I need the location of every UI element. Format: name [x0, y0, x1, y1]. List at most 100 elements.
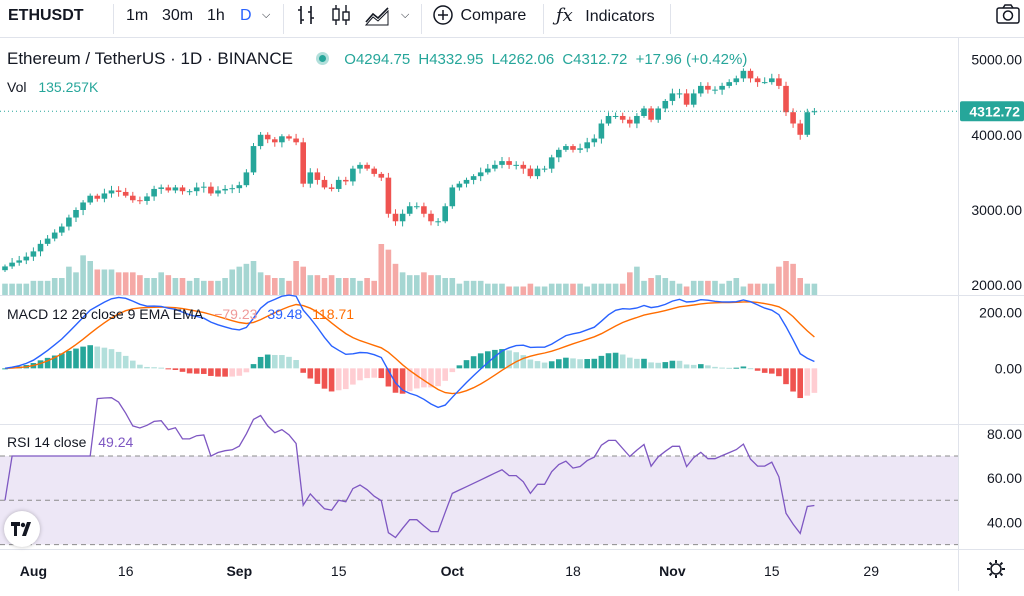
candle-body	[598, 123, 605, 139]
macd-histogram-bar	[314, 368, 321, 384]
symbol-search[interactable]: ETHUSDT	[8, 7, 84, 24]
volume-bar	[193, 278, 200, 295]
macd-histogram-bar	[264, 354, 271, 369]
volume-bar	[506, 286, 512, 295]
volume-bar	[435, 275, 441, 295]
candle-body	[222, 188, 228, 191]
candle-body	[272, 139, 278, 143]
volume-bar	[44, 280, 51, 295]
candle-body	[442, 206, 448, 222]
volume-bar	[2, 283, 8, 295]
macd-histogram-bar	[698, 364, 704, 369]
volume-bar	[9, 283, 15, 295]
macd-histogram-bar	[378, 368, 385, 379]
volume-bar	[563, 283, 569, 295]
volume-bar	[122, 272, 129, 295]
rsi-tick-label: 80.00	[987, 426, 1022, 442]
macd-histogram-bar	[477, 353, 484, 369]
volume-bar	[612, 283, 619, 295]
candle-body	[350, 168, 356, 182]
volume-bar	[477, 280, 484, 295]
ohlc-open: O4294.75	[344, 51, 411, 68]
chart-area[interactable]: 2000.00 3000.00 4000.00 5000.00 0.00 200.00 40…	[0, 37, 1024, 591]
volume-bar	[364, 278, 370, 295]
candle-body	[563, 146, 569, 150]
volume-bar	[208, 280, 214, 295]
indicators-button[interactable]: ƒx Indicators	[556, 0, 655, 37]
candles-chart-icon[interactable]	[330, 0, 352, 37]
area-chart-icon[interactable]	[364, 0, 392, 37]
volume-bar	[470, 280, 477, 295]
macd-histogram-bar	[66, 350, 72, 369]
ohlc-close: C4312.72	[562, 51, 628, 68]
candle-body	[9, 262, 15, 267]
macd-histogram-bar	[556, 359, 562, 369]
macd-histogram-bar	[761, 368, 768, 373]
interval-d[interactable]: D	[240, 7, 252, 24]
macd-histogram-bar	[584, 359, 590, 369]
macd-histogram-bar	[591, 358, 598, 369]
chart-canvas[interactable]: 2000.00 3000.00 4000.00 5000.00 0.00 200.00 40…	[0, 37, 1024, 591]
candle-body	[321, 179, 328, 188]
volume-bar	[527, 283, 534, 295]
rsi-tick-label: 60.00	[987, 470, 1022, 486]
macd-histogram-bar	[641, 358, 647, 369]
bar-chart-icon[interactable]	[296, 0, 318, 37]
macd-histogram-bar	[130, 360, 136, 369]
candle-body	[314, 172, 321, 180]
macd-histogram-bar	[144, 366, 150, 369]
toolbar-divider	[670, 4, 671, 34]
macd-histogram-bar	[783, 368, 789, 385]
volume-bar	[513, 286, 519, 295]
volume-bar	[399, 272, 406, 295]
last-price-label: 4312.72	[969, 103, 1020, 119]
candle-body	[165, 187, 172, 191]
candle-body	[627, 119, 633, 124]
volume-bar	[392, 263, 399, 295]
macd-histogram-bar	[222, 368, 228, 377]
macd-histogram-bar	[577, 359, 583, 369]
volume-bar	[591, 283, 598, 295]
macd-histogram-bar	[726, 367, 732, 369]
chevron-down-icon[interactable]: ⌵	[401, 9, 410, 21]
volume-bar	[719, 283, 725, 295]
volume-bar	[23, 283, 30, 295]
interval-1m[interactable]: 1m	[126, 7, 149, 24]
compare-button[interactable]: Compare	[432, 0, 526, 37]
interval-30m[interactable]: 30m	[162, 7, 194, 24]
candle-body	[406, 206, 413, 214]
macd-histogram-bar	[470, 356, 477, 369]
candle-body	[513, 164, 519, 166]
volume-bar	[769, 283, 775, 295]
camera-icon[interactable]	[995, 0, 1021, 37]
volume-bar	[201, 280, 207, 295]
volume-bar	[328, 275, 335, 295]
interval-1h[interactable]: 1h	[207, 7, 225, 24]
gear-icon-tooth	[999, 572, 1004, 577]
volume-bar	[59, 278, 65, 295]
chevron-down-icon[interactable]: ⌵	[262, 9, 271, 21]
volume-bar	[570, 283, 576, 295]
candle-body	[577, 148, 583, 150]
macd-histogram-bar	[321, 368, 328, 389]
macd-histogram-bar	[463, 360, 470, 369]
volume-bar	[627, 272, 633, 295]
rsi-tick-label: 40.00	[987, 514, 1022, 530]
volume-bar	[634, 266, 640, 295]
macd-line	[4, 294, 815, 409]
toolbar-divider	[543, 4, 544, 34]
time-tick-label: 15	[764, 563, 780, 579]
ohlc-change: +17.96 (+0.42%)	[635, 51, 748, 68]
candle-body	[158, 187, 164, 189]
tradingview-logo[interactable]	[4, 511, 40, 547]
gear-icon-ring	[990, 563, 1002, 575]
macd-histogram-bar	[392, 368, 399, 393]
macd-histogram-bar	[492, 349, 498, 369]
candle-body	[811, 111, 818, 113]
candle-body	[293, 138, 299, 143]
candle-body	[51, 232, 58, 239]
candle-body	[243, 172, 250, 186]
volume-bar	[350, 278, 356, 295]
main-legend: Ethereum / TetherUS · 1D · BINANCE O4294…	[7, 49, 747, 69]
macd-histogram-bar	[804, 368, 811, 396]
